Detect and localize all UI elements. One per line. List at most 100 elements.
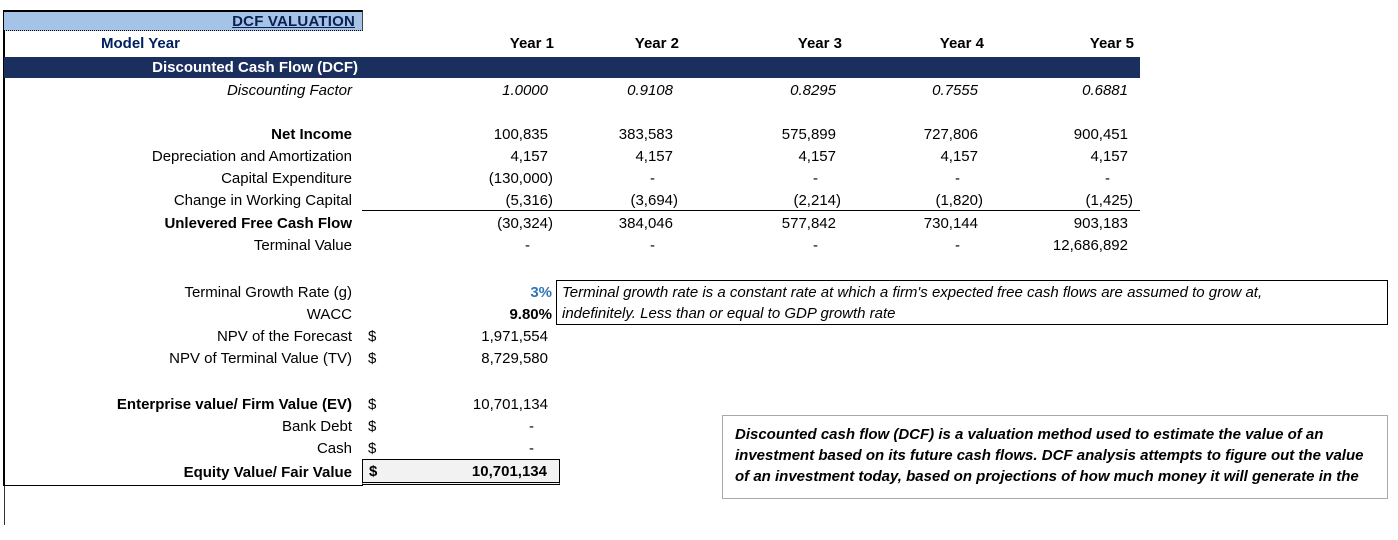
cell-year1[interactable]: 4,157 <box>510 147 548 165</box>
cell-year3[interactable]: - <box>813 236 818 254</box>
cell-year5[interactable]: (1,425) <box>1085 191 1133 209</box>
cell-year4[interactable]: 4,157 <box>940 147 978 165</box>
row-label[interactable]: Unlevered Free Cash Flow <box>164 214 352 232</box>
column-header-row: Model Year Year 1 Year 2 Year 3 Year 4 Y… <box>4 32 1140 54</box>
row-label[interactable]: WACC <box>306 305 352 323</box>
currency-symbol: $ <box>368 417 377 435</box>
enterprise-value-value: 10,701,134 <box>472 395 548 413</box>
model-year-label[interactable]: Model Year <box>101 34 180 52</box>
cell-year3[interactable]: 4,157 <box>798 147 836 165</box>
cell-year4[interactable]: - <box>955 169 960 187</box>
cell-year2[interactable]: - <box>650 236 655 254</box>
wacc-value[interactable]: 9.80% <box>509 305 552 323</box>
sheet-left-border-tail <box>4 486 5 525</box>
cell-year1[interactable]: (5,316) <box>505 191 553 209</box>
sheet-left-border <box>3 10 5 486</box>
note-line: investment based on its future cash flow… <box>735 447 1364 464</box>
bank-debt-cell[interactable]: $ - <box>362 415 560 437</box>
cell-year1[interactable]: 100,835 <box>493 125 548 143</box>
section-header-label: Discounted Cash Flow (DCF) <box>152 59 358 76</box>
subtotal-rule-line <box>362 210 1140 211</box>
note-line: indefinitely. Less than or equal to GDP … <box>562 305 896 322</box>
cell-year2[interactable]: (3,694) <box>630 191 678 209</box>
cell-year1[interactable]: - <box>525 236 530 254</box>
currency-symbol: $ <box>368 395 377 413</box>
terminal-growth-rate-value[interactable]: 3% <box>530 283 552 301</box>
cell-year2[interactable]: - <box>650 169 655 187</box>
row-label[interactable]: Equity Value/ Fair Value <box>183 463 352 481</box>
row-unlevered-free-cash-flow: Unlevered Free Cash Flow (30,324) 384,04… <box>4 212 1140 234</box>
cell-year3[interactable]: 0.8295 <box>790 81 836 99</box>
row-terminal-value: Terminal Value - - - - 12,686,892 <box>4 234 1140 256</box>
row-net-income: Net Income 100,835 383,583 575,899 727,8… <box>4 123 1140 145</box>
cell-year4[interactable]: - <box>955 236 960 254</box>
row-npv-forecast: NPV of the Forecast $ 1,971,554 <box>4 325 560 347</box>
cell-year5[interactable]: - <box>1105 169 1110 187</box>
cell-year5[interactable]: 12,686,892 <box>1052 236 1128 254</box>
row-label[interactable]: Change in Working Capital <box>173 191 352 209</box>
bank-debt-value: - <box>529 417 534 435</box>
row-bank-debt: Bank Debt $ - <box>4 415 560 437</box>
row-label[interactable]: Bank Debt <box>281 417 352 435</box>
npv-forecast-cell[interactable]: $ 1,971,554 <box>362 325 560 347</box>
row-terminal-growth-rate: Terminal Growth Rate (g) 3% <box>4 281 560 303</box>
row-capital-expenditure: Capital Expenditure (130,000) - - - - <box>4 167 1140 189</box>
cell-year5[interactable]: 903,183 <box>1073 214 1128 232</box>
row-cash: Cash $ - <box>4 437 560 459</box>
row-label[interactable]: Terminal Growth Rate (g) <box>184 283 352 301</box>
enterprise-value-cell[interactable]: $ 10,701,134 <box>362 393 560 415</box>
cash-cell[interactable]: $ - <box>362 437 560 459</box>
row-label[interactable]: Capital Expenditure <box>221 169 352 187</box>
year-5-header[interactable]: Year 5 <box>1089 34 1134 52</box>
cell-year2[interactable]: 383,583 <box>618 125 673 143</box>
npv-terminal-value-value: 8,729,580 <box>481 349 548 367</box>
row-change-in-working-capital: Change in Working Capital (5,316) (3,694… <box>4 189 1140 211</box>
cell-year1[interactable]: (130,000) <box>488 169 553 187</box>
cell-year3[interactable]: - <box>813 169 818 187</box>
currency-symbol: $ <box>368 439 377 457</box>
row-label[interactable]: Discounting Factor <box>226 81 352 99</box>
cell-year2[interactable]: 0.9108 <box>627 81 673 99</box>
row-label[interactable]: NPV of Terminal Value (TV) <box>169 349 352 367</box>
cell-year1[interactable]: 1.0000 <box>502 81 548 99</box>
cell-year4[interactable]: 727,806 <box>923 125 978 143</box>
cell-year1[interactable]: (30,324) <box>497 214 553 232</box>
row-depreciation-amortization: Depreciation and Amortization 4,157 4,15… <box>4 145 1140 167</box>
currency-symbol: $ <box>368 349 377 367</box>
note-line: of an investment today, based on project… <box>735 468 1359 485</box>
row-wacc: WACC 9.80% <box>4 303 560 325</box>
cell-year3[interactable]: (2,214) <box>793 191 841 209</box>
cell-year5[interactable]: 0.6881 <box>1082 81 1128 99</box>
equity-value-cell[interactable]: $ 10,701,134 <box>362 459 560 485</box>
year-1-header[interactable]: Year 1 <box>509 34 554 52</box>
section-header-bar[interactable]: Discounted Cash Flow (DCF) <box>4 57 1140 78</box>
row-label[interactable]: Cash <box>316 439 352 457</box>
cell-year5[interactable]: 4,157 <box>1090 147 1128 165</box>
npv-terminal-value-cell[interactable]: $ 8,729,580 <box>362 347 560 369</box>
cell-year3[interactable]: 577,842 <box>781 214 836 232</box>
row-label[interactable]: Enterprise value/ Firm Value (EV) <box>116 395 352 413</box>
dcf-definition-note-box[interactable]: Discounted cash flow (DCF) is a valuatio… <box>722 415 1388 499</box>
terminal-growth-note-box[interactable]: Terminal growth rate is a constant rate … <box>556 280 1388 325</box>
cell-year4[interactable]: (1,820) <box>935 191 983 209</box>
cell-year3[interactable]: 575,899 <box>781 125 836 143</box>
cell-year4[interactable]: 0.7555 <box>932 81 978 99</box>
row-label[interactable]: Depreciation and Amortization <box>151 147 352 165</box>
year-4-header[interactable]: Year 4 <box>939 34 984 52</box>
note-line: Terminal growth rate is a constant rate … <box>562 284 1263 301</box>
row-label[interactable]: NPV of the Forecast <box>216 327 352 345</box>
note-line: Discounted cash flow (DCF) is a valuatio… <box>735 426 1324 443</box>
cell-year2[interactable]: 4,157 <box>635 147 673 165</box>
row-label[interactable]: Net Income <box>271 125 352 143</box>
cell-year4[interactable]: 730,144 <box>923 214 978 232</box>
title-banner[interactable]: DCF VALUATION <box>4 10 363 31</box>
cell-year2[interactable]: 384,046 <box>618 214 673 232</box>
currency-symbol: $ <box>369 462 378 480</box>
cash-value: - <box>529 439 534 457</box>
label-column-bottom-rule <box>4 485 363 486</box>
cell-year5[interactable]: 900,451 <box>1073 125 1128 143</box>
year-3-header[interactable]: Year 3 <box>797 34 842 52</box>
row-label[interactable]: Terminal Value <box>253 236 352 254</box>
year-2-header[interactable]: Year 2 <box>634 34 679 52</box>
